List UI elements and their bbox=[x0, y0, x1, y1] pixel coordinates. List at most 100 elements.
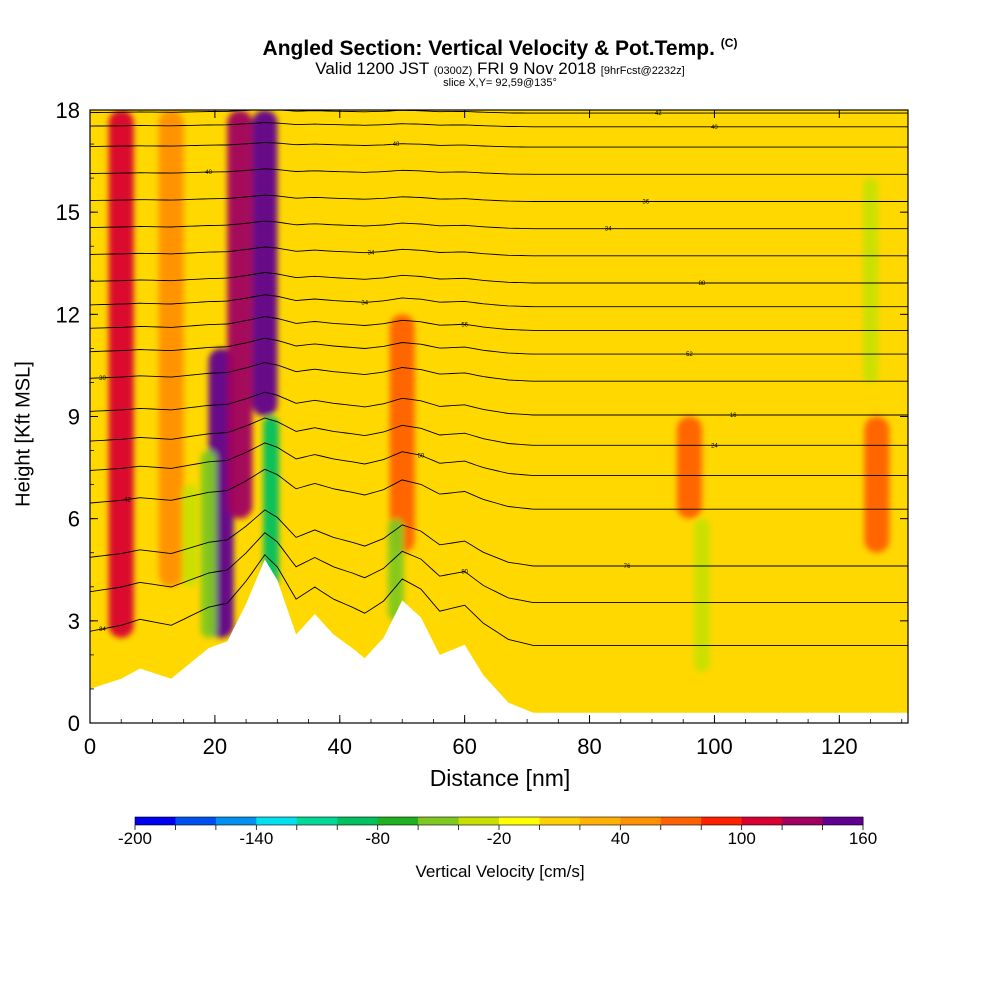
downdraft-band bbox=[862, 178, 879, 383]
isentrope-label: 50 bbox=[418, 453, 425, 459]
isentrope-line bbox=[90, 294, 908, 308]
valid-time-utc: (0300Z) bbox=[433, 65, 473, 77]
colorbar-swatch bbox=[539, 817, 581, 825]
isentrope-label: 76 bbox=[624, 564, 631, 570]
y-tick-label: 15 bbox=[56, 200, 80, 225]
isentrope-line bbox=[90, 272, 908, 284]
chart-subtitle: Valid 1200 JST (0300Z) FRI 9 Nov 2018 [9… bbox=[0, 59, 1000, 79]
colorbar-swatch bbox=[377, 817, 419, 825]
updraft-band bbox=[252, 110, 278, 417]
colorbar-tick-label: -200 bbox=[118, 829, 152, 848]
x-tick-label: 120 bbox=[821, 734, 858, 759]
isentrope-lines bbox=[90, 110, 908, 646]
x-tick-label: 20 bbox=[203, 734, 227, 759]
colorbar-swatch bbox=[579, 817, 621, 825]
colorbar-title: Vertical Velocity [cm/s] bbox=[415, 862, 585, 881]
chart-title-tag: (C) bbox=[720, 36, 738, 50]
downdraft-band bbox=[388, 518, 404, 621]
colorbar-swatch bbox=[701, 817, 743, 825]
updraft-band bbox=[108, 110, 134, 638]
isentrope-line bbox=[90, 316, 908, 331]
y-tick-label: 18 bbox=[56, 98, 80, 123]
y-axis-title: Height [Kft MSL] bbox=[12, 361, 35, 507]
isentrope-line bbox=[90, 122, 908, 128]
isentrope-line bbox=[90, 362, 908, 382]
downdraft-band bbox=[200, 450, 217, 638]
isentrope-label: 42 bbox=[124, 497, 131, 503]
velocity-field bbox=[108, 110, 890, 672]
colorbar-swatch bbox=[337, 817, 379, 825]
isentrope-line bbox=[90, 417, 908, 446]
x-tick-label: 40 bbox=[328, 734, 352, 759]
slice-info: slice X,Y= 92,59@135° bbox=[443, 77, 557, 89]
isentrope-line bbox=[90, 532, 908, 604]
isentrope-label: 88 bbox=[699, 281, 706, 287]
updraft-band bbox=[864, 416, 890, 553]
valid-time-local: Valid 1200 JST bbox=[315, 59, 429, 78]
isentrope-line bbox=[90, 509, 908, 567]
isentrope-label: 40 bbox=[205, 170, 212, 176]
updraft-band bbox=[227, 110, 253, 519]
isentrope-line bbox=[90, 554, 908, 646]
isentrope-label: 80 bbox=[461, 569, 468, 575]
colorbar: -200 -140 -80 -20 40 100 160 bbox=[118, 816, 877, 848]
terrain bbox=[90, 559, 908, 723]
isentrope-line bbox=[90, 168, 908, 175]
isentrope-label: 52 bbox=[686, 352, 693, 358]
isentrope-line bbox=[90, 110, 908, 114]
isentrope-label: 84 bbox=[99, 627, 106, 633]
y-tick-label: 9 bbox=[68, 405, 80, 430]
colorbar-tick-label: -80 bbox=[365, 829, 390, 848]
colorbar-tick-label: 160 bbox=[849, 829, 877, 848]
colorbar-tick-label: -140 bbox=[239, 829, 273, 848]
x-axis-title: Distance [nm] bbox=[429, 765, 571, 791]
forecast-info: [9hrFcst@2232z] bbox=[600, 65, 685, 77]
colorbar-swatch bbox=[418, 817, 460, 825]
isentrope-line bbox=[90, 246, 908, 257]
colorbar-tick-label: -20 bbox=[487, 829, 512, 848]
isentrope-line bbox=[90, 391, 908, 416]
isentrope-line bbox=[90, 220, 908, 230]
colorbar-swatch bbox=[135, 817, 176, 825]
colorbar-tick-label: 40 bbox=[611, 829, 630, 848]
valid-date: FRI 9 Nov 2018 bbox=[477, 59, 597, 78]
isentrope-label: 42 bbox=[655, 111, 662, 117]
colorbar-swatch bbox=[296, 817, 338, 825]
isentrope-labels: 84 80 76 42 50 24 16 30 52 56 34 88 34 34 36 40 40 40 42 bbox=[99, 111, 737, 633]
downdraft-band bbox=[263, 416, 279, 587]
isentrope-line bbox=[90, 142, 908, 148]
colorbar-swatch bbox=[175, 817, 217, 825]
downdraft-band bbox=[694, 518, 710, 672]
updraft-band bbox=[389, 314, 415, 553]
chart-title: Angled Section: Vertical Velocity & Pot.… bbox=[0, 36, 1000, 61]
isentrope-label: 56 bbox=[461, 322, 468, 328]
colorbar-tick-label: 100 bbox=[727, 829, 755, 848]
colorbar-swatch bbox=[499, 817, 540, 825]
isentrope-label: 40 bbox=[711, 125, 718, 131]
x-tick-label: 100 bbox=[696, 734, 733, 759]
isentrope-label: 34 bbox=[361, 300, 368, 306]
isentrope-line bbox=[90, 442, 908, 477]
isentrope-line bbox=[90, 194, 908, 202]
y-tick-label: 6 bbox=[68, 507, 80, 532]
y-tick-label: 0 bbox=[68, 711, 80, 736]
colorbar-swatch bbox=[660, 817, 702, 825]
colorbar-swatch bbox=[458, 817, 500, 825]
isentrope-label: 36 bbox=[642, 200, 649, 206]
updraft-band bbox=[676, 416, 702, 519]
x-tick-label: 60 bbox=[452, 734, 476, 759]
downdraft-band bbox=[182, 484, 198, 587]
isentrope-label: 34 bbox=[368, 250, 375, 256]
colorbar-swatch bbox=[620, 817, 662, 825]
y-tick-label: 3 bbox=[68, 609, 80, 634]
updraft-band bbox=[158, 110, 184, 587]
isentrope-line bbox=[90, 337, 908, 355]
isentrope-line bbox=[90, 468, 908, 510]
x-tick-label: 80 bbox=[577, 734, 601, 759]
x-tick-label: 0 bbox=[84, 734, 96, 759]
colorbar-swatch bbox=[822, 817, 864, 825]
isentrope-label: 24 bbox=[711, 443, 718, 449]
isentrope-label: 40 bbox=[393, 142, 400, 148]
